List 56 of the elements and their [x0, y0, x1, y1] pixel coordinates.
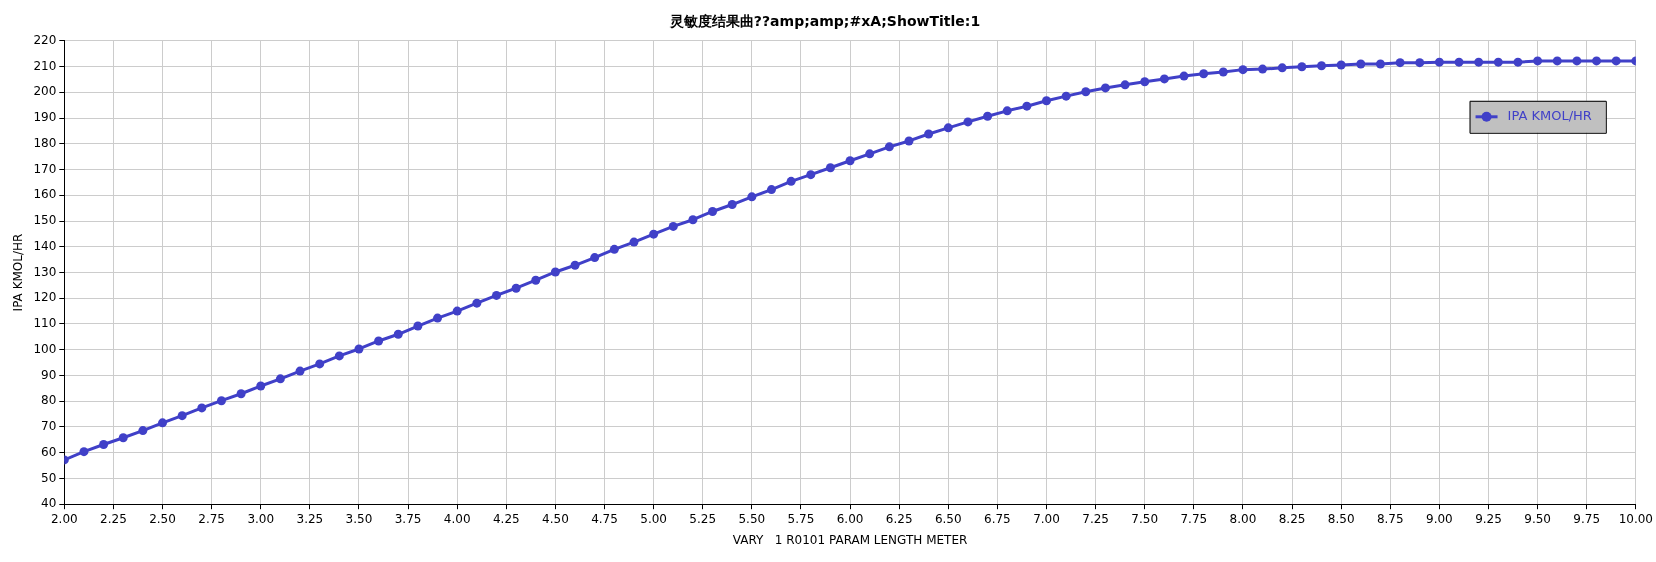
x-tick-label: 2.25 — [100, 511, 127, 526]
x-tick-label: 8.50 — [1327, 511, 1355, 526]
x-tick-label: 3.50 — [345, 511, 373, 526]
y-tick-label: 120 — [33, 290, 57, 305]
y-tick-label: 130 — [33, 264, 57, 279]
x-tick-label: 4.25 — [492, 511, 520, 526]
chart-title: 灵敏度结果曲??amp;amp;#xA;ShowTitle:1 — [668, 13, 981, 30]
y-tick-label: 140 — [33, 238, 57, 253]
y-tick-label: 220 — [33, 32, 57, 47]
x-tick-label: 5.25 — [689, 511, 717, 526]
x-tick-label: 2.00 — [50, 511, 78, 526]
x-tick-label: 3.75 — [394, 511, 422, 526]
y-tick-label: 160 — [33, 187, 57, 202]
x-tick-label: 8.00 — [1229, 511, 1257, 526]
x-tick-label: 7.00 — [1033, 511, 1060, 526]
x-tick-label: 2.50 — [149, 511, 176, 526]
y-tick-label: 190 — [33, 110, 57, 125]
y-tick-label: 210 — [33, 58, 57, 73]
x-tick-label: 3.00 — [247, 511, 275, 526]
y-tick-label: 40 — [41, 496, 57, 511]
x-tick-label: 5.50 — [738, 511, 766, 526]
x-tick-label: 8.25 — [1278, 511, 1306, 526]
y-tick-label: 70 — [41, 419, 57, 434]
y-tick-label: 170 — [33, 161, 57, 176]
x-tick-label: 4.75 — [591, 511, 618, 526]
x-tick-label: 6.25 — [885, 511, 913, 526]
y-tick-label: 110 — [33, 316, 57, 331]
x-tick-label: 7.25 — [1082, 511, 1109, 526]
legend-label: IPA KMOL/HR — [1507, 108, 1592, 124]
x-tick-label: 8.75 — [1376, 511, 1404, 526]
x-tick-label: 6.50 — [934, 511, 962, 526]
x-tick-label: 4.00 — [443, 511, 471, 526]
y-axis-title: IPA KMOL/HR — [11, 233, 26, 312]
y-tick-label: 180 — [33, 135, 57, 150]
x-tick-label: 9.00 — [1426, 511, 1453, 526]
x-tick-label: 5.00 — [640, 511, 667, 526]
x-tick-label: 9.50 — [1524, 511, 1551, 526]
y-tick-label: 100 — [33, 341, 57, 356]
x-tick-label: 5.75 — [787, 511, 815, 526]
x-tick-label: 3.25 — [296, 511, 324, 526]
y-tick-label: 50 — [41, 470, 57, 485]
y-tick-label: 90 — [41, 367, 57, 382]
x-tick-label: 2.75 — [198, 511, 225, 526]
x-tick-label: 7.75 — [1180, 511, 1208, 526]
y-tick-label: 200 — [33, 84, 57, 99]
x-tick-label: 10.00 — [1618, 511, 1653, 526]
x-tick-label: 6.75 — [984, 511, 1011, 526]
x-tick-label: 4.50 — [542, 511, 569, 526]
x-tick-label: 9.75 — [1573, 511, 1601, 526]
x-tick-label: 7.50 — [1131, 511, 1159, 526]
y-tick-label: 60 — [41, 444, 57, 459]
y-tick-label: 150 — [33, 213, 57, 228]
x-tick-label: 6.00 — [836, 511, 864, 526]
y-tick-label: 80 — [41, 393, 57, 408]
x-tick-label: 9.25 — [1475, 511, 1502, 526]
x-axis-title: VARY 1 R0101 PARAM LENGTH METER — [732, 532, 968, 547]
